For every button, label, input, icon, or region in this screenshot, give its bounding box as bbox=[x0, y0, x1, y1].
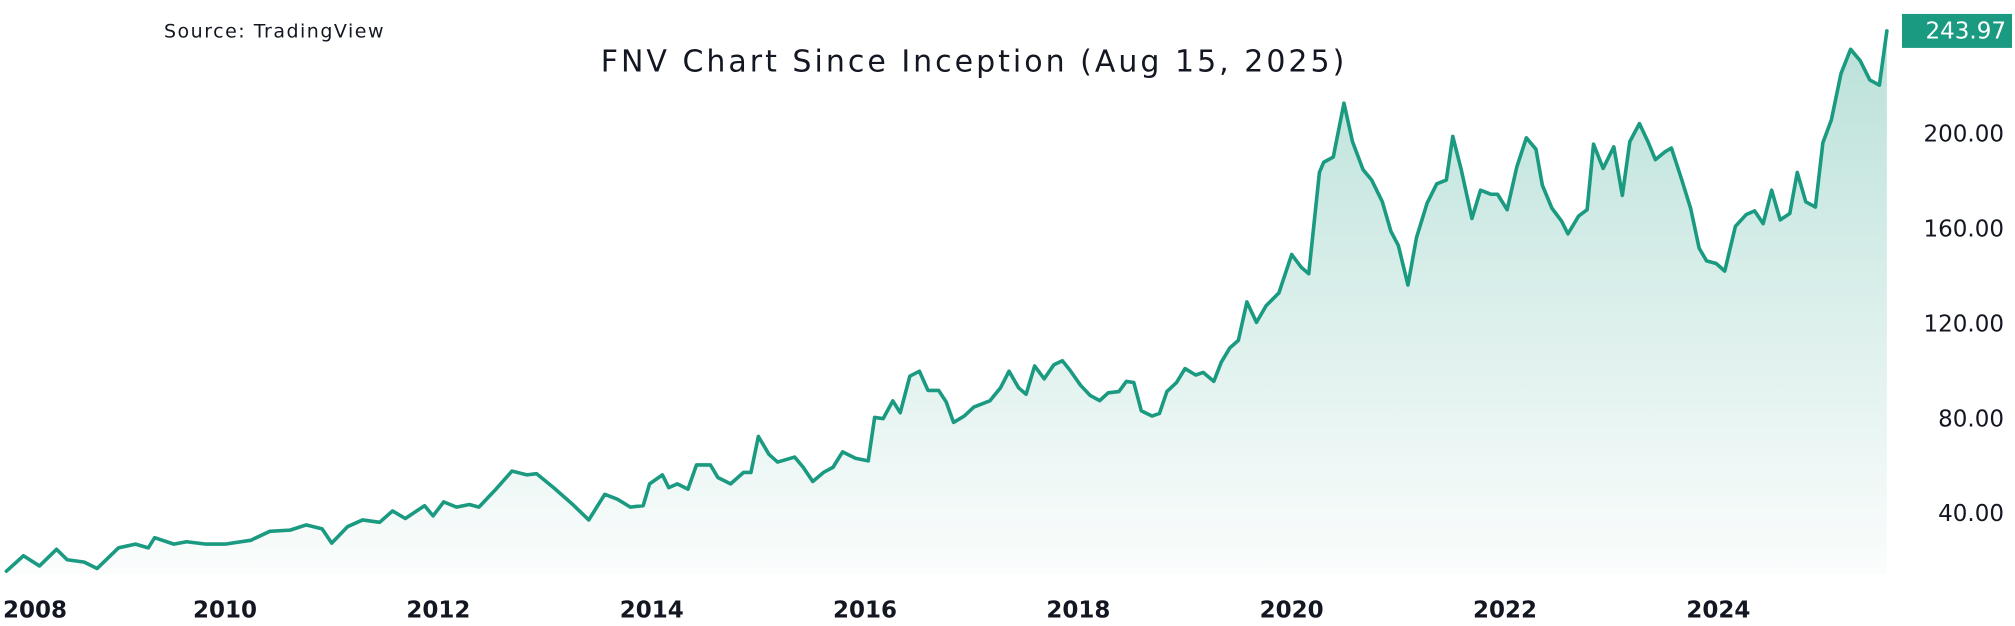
y-tick-label: 40.00 bbox=[1938, 501, 2004, 527]
x-tick-label: 2024 bbox=[1686, 598, 1750, 624]
last-price-label: 243.97 bbox=[1926, 18, 2006, 44]
chart-title: FNV Chart Since Inception (Aug 15, 2025) bbox=[601, 45, 1348, 80]
x-tick-label: 2022 bbox=[1473, 598, 1537, 624]
x-tick-label: 2018 bbox=[1046, 598, 1110, 624]
x-tick-label: 2008 bbox=[3, 598, 67, 624]
source-note: Source: TradingView bbox=[164, 21, 385, 43]
axes: 40.0080.00120.00160.00200.00240.00200820… bbox=[3, 13, 2012, 624]
y-tick-label: 200.00 bbox=[1924, 122, 2004, 148]
x-tick-label: 2014 bbox=[620, 598, 684, 624]
x-tick-label: 2020 bbox=[1260, 598, 1324, 624]
x-tick-label: 2016 bbox=[833, 598, 897, 624]
plot-area bbox=[4, 29, 1889, 575]
y-tick-label: 120.00 bbox=[1924, 311, 2004, 337]
y-tick-label: 80.00 bbox=[1938, 406, 2004, 432]
price-area bbox=[6, 30, 1887, 575]
x-tick-label: 2012 bbox=[406, 598, 470, 624]
price-line bbox=[4, 29, 1889, 573]
last-price-badge bbox=[1902, 13, 2012, 48]
x-tick-label: 2010 bbox=[193, 598, 257, 624]
y-tick-label: 160.00 bbox=[1924, 217, 2004, 243]
